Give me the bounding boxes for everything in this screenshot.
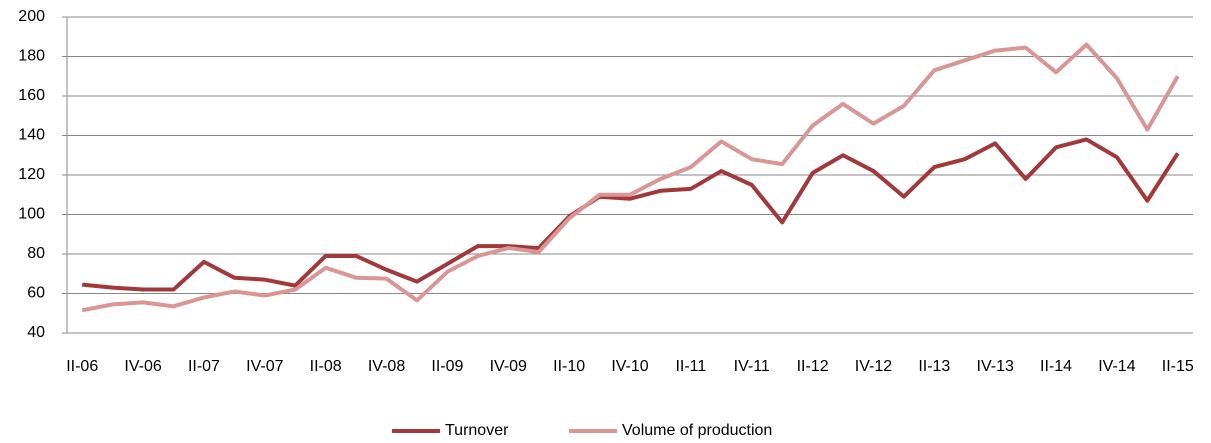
x-tick-label: IV-09 xyxy=(490,358,527,375)
x-tick-label: II-11 xyxy=(675,358,706,375)
x-tick-label: IV-14 xyxy=(1098,358,1135,375)
y-tick-label: 160 xyxy=(18,87,45,104)
y-tick-label: 80 xyxy=(27,245,45,262)
y-tick-label: 100 xyxy=(18,206,45,223)
y-tick-label: 200 xyxy=(18,8,45,25)
x-tick-label: II-14 xyxy=(1040,358,1072,375)
line-series xyxy=(81,42,1180,313)
x-tick-label: IV-08 xyxy=(368,358,405,375)
x-tick-label: IV-06 xyxy=(124,358,161,375)
y-tick-label: 140 xyxy=(18,127,45,144)
x-tick-label: IV-11 xyxy=(734,358,770,375)
x-tick-label: II-07 xyxy=(188,358,220,375)
x-tick-label: IV-13 xyxy=(977,358,1014,375)
x-tick-label: IV-10 xyxy=(611,358,648,375)
x-tick-label: IV-12 xyxy=(855,358,892,375)
y-tick-label: 180 xyxy=(18,48,45,65)
x-tick-label: II-06 xyxy=(66,358,98,375)
y-tick-label: 60 xyxy=(27,285,45,302)
x-tick-label: II-15 xyxy=(1162,358,1194,375)
legend-label: Turnover xyxy=(445,422,509,439)
x-tick-label: II-08 xyxy=(310,358,342,375)
x-tick-label: II-12 xyxy=(797,358,829,375)
y-tick-label: 40 xyxy=(27,324,45,341)
x-tick-label: IV-07 xyxy=(246,358,283,375)
x-tick-label: II-13 xyxy=(918,358,950,375)
x-tick-label: II-09 xyxy=(431,358,463,375)
y-tick-label: 120 xyxy=(18,166,45,183)
x-tick-label: II-10 xyxy=(553,358,585,375)
line-series xyxy=(82,137,1180,292)
legend-label: Volume of production xyxy=(622,422,772,439)
